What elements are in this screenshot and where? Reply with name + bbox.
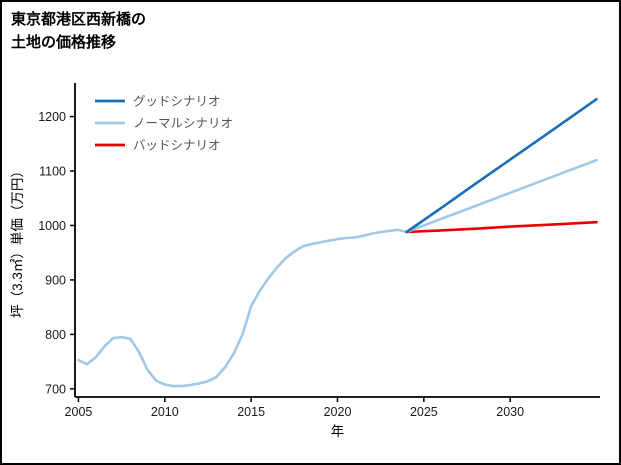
chart-title-line1: 東京都港区西新橋の (11, 11, 147, 28)
series-line-bad (405, 220, 598, 234)
legend-label-normal: ノーマルシナリオ (133, 117, 233, 131)
x-tick-label: 2015 (237, 405, 265, 419)
legend-label-bad: バッドシナリオ (133, 139, 221, 153)
y-tick-label: 800 (45, 328, 66, 342)
legend-label-good: グッドシナリオ (133, 95, 221, 109)
chart-title-line2: 土地の価格推移 (11, 33, 117, 51)
x-tick-label: 2025 (410, 405, 438, 419)
y-tick-label: 1100 (39, 165, 66, 179)
x-tick-label: 2005 (65, 405, 93, 419)
series-line-good (405, 97, 598, 234)
x-axis-label: 年 (331, 424, 345, 439)
y-tick-label: 1200 (38, 110, 66, 124)
y-axis-label: 坪（3.3㎡）単価（万円） (10, 164, 25, 318)
series-line-history (77, 228, 408, 388)
x-tick-label: 2010 (151, 405, 179, 419)
series-line-normal (405, 158, 598, 234)
x-tick-label: 2020 (324, 405, 352, 419)
chart-title: 東京都港区西新橋の 土地の価格推移 (11, 9, 146, 54)
y-tick-label: 1000 (38, 219, 66, 233)
y-tick-label: 700 (45, 382, 66, 396)
y-tick-label: 900 (45, 273, 66, 287)
x-tick-label: 2030 (496, 405, 524, 419)
